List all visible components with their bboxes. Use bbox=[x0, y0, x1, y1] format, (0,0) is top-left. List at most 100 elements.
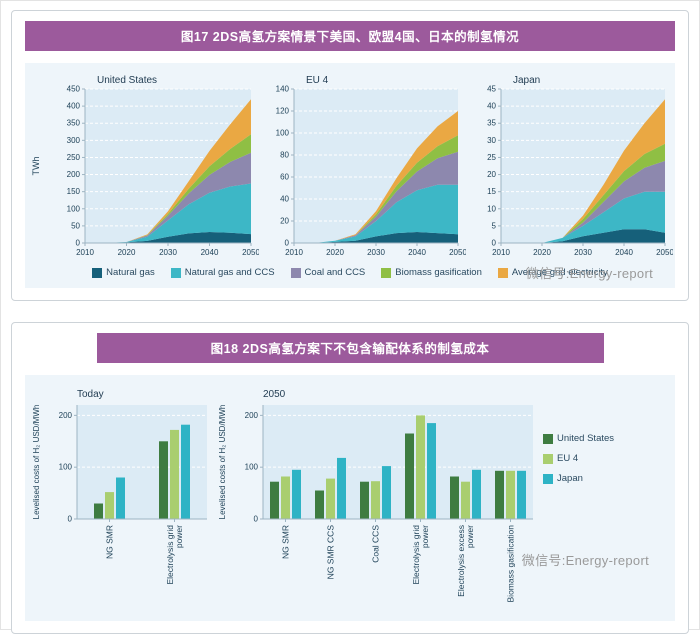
legend-item: Japan bbox=[543, 473, 614, 484]
x-tick-label: 2040 bbox=[615, 248, 633, 257]
y-tick-label: 100 bbox=[276, 129, 290, 138]
y-tick-label: 0 bbox=[254, 515, 259, 524]
y-tick-label: 45 bbox=[487, 85, 496, 94]
category-label: NG SMR CCS bbox=[326, 525, 336, 580]
bar bbox=[292, 469, 301, 519]
bar bbox=[461, 481, 470, 519]
x-tick-label: 2030 bbox=[159, 248, 177, 257]
legend-item: United States bbox=[543, 433, 614, 444]
legend-swatch bbox=[290, 267, 301, 278]
y-tick-label: 60 bbox=[280, 173, 289, 182]
y2050-bar-chart: NG SMR NG SMR CCS Coal CCS Electrolysis gri… bbox=[218, 389, 533, 603]
watermark-figure18: 微信号:Energy-report bbox=[521, 553, 649, 568]
category-label: Electrolysis grid bbox=[165, 525, 175, 585]
legend-label: Biomass gasification bbox=[395, 267, 482, 278]
japan-area-chart: 0 5 10 15 20 25 30 35 40 45 2010 2020 2030 2040 2050 Ja… bbox=[487, 75, 673, 257]
y-tick-label: 140 bbox=[276, 85, 290, 94]
panel-gap bbox=[11, 301, 689, 322]
y-tick-label: 0 bbox=[492, 239, 497, 248]
category-label: Coal CCS bbox=[371, 525, 381, 563]
area-series bbox=[294, 184, 458, 243]
legend-swatch bbox=[543, 473, 553, 484]
legend-item: Average grid electricity bbox=[497, 267, 608, 278]
legend-label: Japan bbox=[557, 473, 583, 484]
legend-swatch bbox=[497, 267, 508, 278]
y-tick-label: 300 bbox=[67, 136, 81, 145]
legend-swatch bbox=[543, 433, 553, 444]
x-tick-label: 2050 bbox=[242, 248, 259, 257]
legend-label: United States bbox=[557, 433, 615, 444]
y-tick-label: 100 bbox=[67, 204, 81, 213]
y-axis-label: TWh bbox=[31, 157, 41, 176]
y-tick-label: 100 bbox=[245, 463, 259, 472]
y-tick-label: 80 bbox=[280, 151, 289, 160]
chart-title: United States bbox=[97, 75, 157, 86]
legend-item: EU 4 bbox=[543, 453, 614, 464]
area-charts-row: 0 50 100 150 200 250 300 350 400 450 2010 2020 2030 2… bbox=[27, 73, 673, 263]
legend-label: Coal and CCS bbox=[304, 267, 366, 278]
legend-swatch bbox=[170, 267, 181, 278]
x-tick-label: 2040 bbox=[408, 248, 426, 257]
legend-swatch bbox=[543, 453, 553, 464]
y-tick-label: 40 bbox=[487, 102, 496, 111]
legend-item: Natural gas bbox=[92, 267, 155, 278]
figure17-legend: Natural gas Natural gas and CCS Coal and C… bbox=[27, 267, 673, 278]
figure17-chart-region: 0 50 100 150 200 250 300 350 400 450 2010 2020 2030 2… bbox=[25, 63, 675, 288]
y-tick-label: 100 bbox=[59, 463, 73, 472]
area-series bbox=[501, 143, 665, 243]
legend-label: EU 4 bbox=[557, 453, 579, 464]
y-tick-label: 15 bbox=[487, 187, 496, 196]
y-axis-label: Levelised costs of H₂ USD/MWh bbox=[32, 405, 41, 520]
area-series bbox=[85, 152, 251, 243]
bar bbox=[159, 441, 168, 519]
bar bbox=[94, 503, 103, 519]
bar-charts-row: NG SMR Electrolysis grid power 0 100 200 Today… bbox=[27, 385, 673, 617]
bar bbox=[105, 492, 114, 519]
bar bbox=[315, 490, 324, 519]
x-tick-label: 2020 bbox=[118, 248, 136, 257]
figure18-title: 图18 2DS高氢方案下不包含输配体系的制氢成本 bbox=[210, 342, 490, 356]
category-label: Biomass gasification bbox=[506, 525, 516, 603]
y-tick-label: 30 bbox=[487, 136, 496, 145]
bar bbox=[170, 429, 179, 519]
bar bbox=[405, 433, 414, 519]
x-tick-label: 2030 bbox=[574, 248, 592, 257]
y-tick-label: 400 bbox=[67, 102, 81, 111]
legend-label: Natural gas bbox=[106, 267, 155, 278]
y-tick-label: 200 bbox=[245, 411, 259, 420]
x-tick-label: 2010 bbox=[285, 248, 303, 257]
y-tick-label: 0 bbox=[68, 515, 73, 524]
category-label: power bbox=[465, 525, 475, 548]
legend-label: Natural gas and CCS bbox=[184, 267, 275, 278]
area-series bbox=[294, 151, 458, 243]
y-tick-label: 50 bbox=[71, 221, 80, 230]
chart-title: 2050 bbox=[263, 389, 286, 400]
legend-item: Natural gas and CCS bbox=[170, 267, 275, 278]
legend-swatch bbox=[381, 267, 392, 278]
x-tick-label: 2040 bbox=[201, 248, 219, 257]
y-tick-label: 150 bbox=[67, 187, 81, 196]
legend-item: Coal and CCS bbox=[290, 267, 366, 278]
y-axis-label: Levelised costs of H₂ USD/MWh bbox=[218, 405, 227, 520]
bar bbox=[371, 481, 380, 519]
area-series bbox=[501, 160, 665, 243]
figure18-panel: 图18 2DS高氢方案下不包含输配体系的制氢成本 NG SMR Electroly… bbox=[11, 322, 689, 634]
y-tick-label: 250 bbox=[67, 153, 81, 162]
x-tick-label: 2020 bbox=[533, 248, 551, 257]
figure17-title: 图17 2DS高氢方案情景下美国、欧盟4国、日本的制氢情况 bbox=[180, 30, 520, 44]
y-tick-label: 0 bbox=[285, 239, 290, 248]
bar bbox=[427, 423, 436, 519]
bar bbox=[116, 477, 125, 519]
bar bbox=[495, 470, 504, 519]
y-tick-label: 200 bbox=[67, 170, 81, 179]
y-tick-label: 450 bbox=[67, 85, 81, 94]
today-bar-chart: NG SMR Electrolysis grid power 0 100 200 Today… bbox=[32, 389, 207, 585]
legend-label: Average grid electricity bbox=[511, 267, 608, 278]
bar bbox=[181, 424, 190, 519]
bar bbox=[472, 469, 481, 519]
y-tick-label: 0 bbox=[76, 239, 81, 248]
x-tick-label: 2030 bbox=[367, 248, 385, 257]
y-tick-label: 25 bbox=[487, 153, 496, 162]
